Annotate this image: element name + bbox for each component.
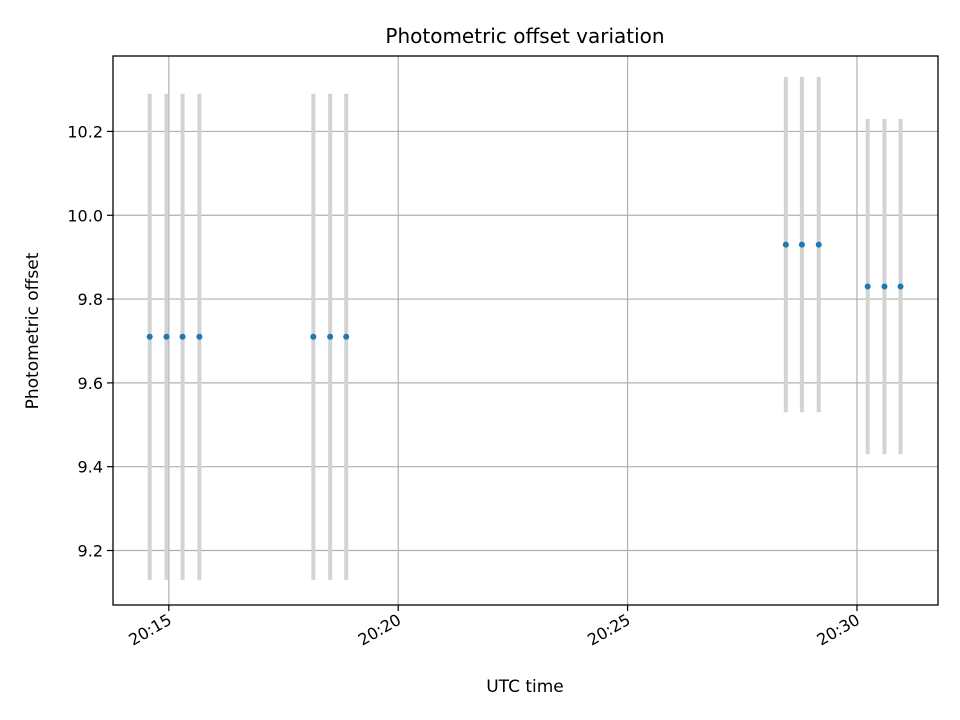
plot-frame [112,55,939,606]
errorbar-layer [147,76,903,580]
x-tick-label: 20:15 [125,610,174,650]
chart-title: Photometric offset variation [385,24,664,48]
data-point [310,333,317,340]
y-tick-label: 9.2 [78,542,103,561]
y-axis-label: Photometric offset [23,252,43,409]
data-point [897,283,904,290]
y-tick-label: 10.2 [67,122,103,141]
data-point [881,283,888,290]
tick-layer: 9.2 9.4 9.6 9.8 10.0 10.2 20:15 20:20 20:25 20:30 [67,122,863,649]
y-tick-label: 10.0 [67,206,103,225]
point-layer [146,241,904,340]
data-point [146,333,153,340]
data-point [196,333,203,340]
grid-layer [113,56,938,605]
y-tick-label: 9.4 [78,458,103,477]
data-point [782,241,789,248]
data-point [798,241,805,248]
x-tick-label: 20:20 [355,610,404,650]
data-point [163,333,170,340]
data-point [327,333,334,340]
data-point [864,283,871,290]
y-tick-label: 9.8 [78,290,103,309]
y-tick-label: 9.6 [78,374,103,393]
x-tick-label: 20:30 [814,610,863,650]
data-point [343,333,350,340]
x-axis-label: UTC time [486,677,564,697]
x-tick-label: 20:25 [584,610,633,650]
data-point [179,333,186,340]
data-point [815,241,822,248]
